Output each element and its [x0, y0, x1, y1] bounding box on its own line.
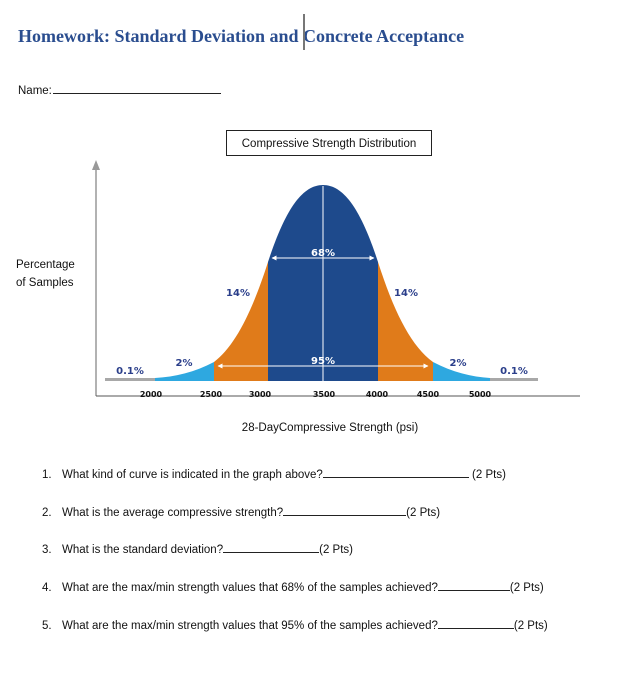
question-number: 3. — [42, 544, 52, 556]
x-tick-label: 3500 — [313, 390, 336, 399]
tail-left-band — [105, 378, 155, 381]
question-item: 3. What is the standard deviation? (2 Pts) — [42, 543, 353, 556]
x-tick-label: 2000 — [140, 390, 163, 399]
question-item: 4. What are the max/min strength values t… — [42, 581, 544, 594]
x-tick-label: 4500 — [417, 390, 440, 399]
page-title: Homework: Standard Deviation and Concret… — [18, 26, 465, 46]
question-points: (2 Pts) — [472, 469, 506, 481]
question-text: What are the max/min strength values tha… — [62, 582, 438, 594]
x-tick-label: 5000 — [469, 390, 492, 399]
y-axis-label: Percentage of Samples — [16, 256, 75, 292]
question-points: (2 Pts) — [509, 582, 544, 594]
answer-blank[interactable] — [283, 506, 407, 516]
question-number: 1. — [42, 469, 52, 481]
mid-right-band — [378, 262, 433, 381]
outer-right-band — [433, 362, 490, 381]
y-axis-arrow-icon — [92, 160, 100, 170]
band-label: 14% — [226, 288, 250, 299]
band-label: 34% — [345, 182, 369, 193]
name-field[interactable]: Name: — [18, 84, 221, 97]
answer-blank[interactable] — [322, 468, 469, 478]
band-label: 14% — [394, 288, 418, 299]
question-points: (2 Pts) — [319, 544, 353, 556]
question-number: 5. — [42, 620, 52, 632]
x-tick-label: 2500 — [200, 390, 223, 399]
band-label: 0.1% — [116, 366, 144, 377]
chart-title: Compressive Strength Distribution — [226, 130, 432, 156]
question-text: What kind of curve is indicated in the g… — [62, 469, 323, 481]
mid-left-band — [214, 262, 268, 381]
question-points: (2 Pts) — [513, 620, 548, 632]
y-axis-label-line: Percentage — [16, 259, 75, 271]
x-tick-label: 3000 — [249, 390, 272, 399]
x-tick-label: 4000 — [366, 390, 389, 399]
answer-blank[interactable] — [437, 581, 510, 591]
question-points: (2 Pts) — [406, 507, 441, 519]
question-item: 2. What is the average compressive streng… — [42, 506, 440, 519]
question-item: 1. What kind of curve is indicated in the… — [42, 468, 506, 481]
y-axis-label-line: of Samples — [16, 277, 74, 289]
question-number: 4. — [42, 582, 52, 594]
tail-right-band — [490, 378, 538, 381]
question-text: What is the average compressive strength… — [62, 507, 284, 519]
answer-blank[interactable] — [437, 619, 514, 629]
answer-blank[interactable] — [223, 543, 320, 553]
band-label: 0.1% — [500, 366, 528, 377]
name-blank[interactable] — [52, 84, 221, 94]
range-label: 95% — [311, 356, 335, 367]
range-label: 68% — [311, 248, 335, 259]
name-label: Name: — [18, 85, 52, 97]
question-text: What are the max/min strength values tha… — [62, 620, 438, 632]
band-label: 2% — [176, 358, 193, 369]
band-label: 34% — [275, 182, 299, 193]
outer-left-band — [155, 362, 214, 381]
question-text: What is the standard deviation? — [62, 544, 224, 556]
x-axis-label: 28-DayCompressive Strength (psi) — [241, 422, 419, 434]
band-label: 2% — [450, 358, 467, 369]
question-item: 5. What are the max/min strength values t… — [42, 619, 548, 632]
question-number: 2. — [42, 507, 52, 519]
text-cursor — [303, 14, 305, 50]
